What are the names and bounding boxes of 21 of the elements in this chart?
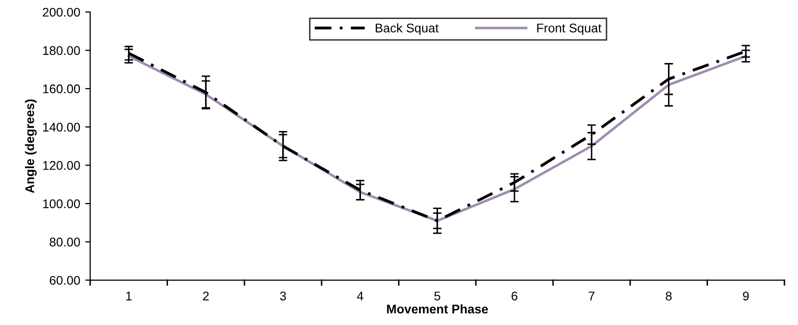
y-tick-label: 200.00 <box>42 8 80 17</box>
x-tick-label: 7 <box>588 292 594 300</box>
y-tick-label: 100.00 <box>43 199 80 208</box>
legend-label: Front Squat <box>537 24 602 35</box>
x-tick-label: 1 <box>126 292 132 300</box>
x-axis-title: Movement Phase <box>387 304 488 314</box>
y-tick-label: 140.00 <box>43 122 80 132</box>
y-tick-label: 60.00 <box>50 276 80 285</box>
x-tick-label: 6 <box>512 292 518 300</box>
x-tick-label: 8 <box>666 292 672 300</box>
x-tick-label: 2 <box>203 292 209 300</box>
x-tick-label: 3 <box>280 292 286 300</box>
y-tick-label: 180.00 <box>43 46 80 55</box>
y-tick-label: 160.00 <box>43 84 80 94</box>
y-axis-title: Angle (degrees) <box>24 99 37 194</box>
y-tick-label: 120.00 <box>43 161 80 170</box>
x-tick-label: 9 <box>742 292 749 300</box>
legend-label: Back Squat <box>376 23 439 35</box>
x-tick-label: 4 <box>356 292 364 300</box>
x-tick-label: 5 <box>434 292 440 300</box>
y-tick-label: 80.00 <box>50 238 80 246</box>
